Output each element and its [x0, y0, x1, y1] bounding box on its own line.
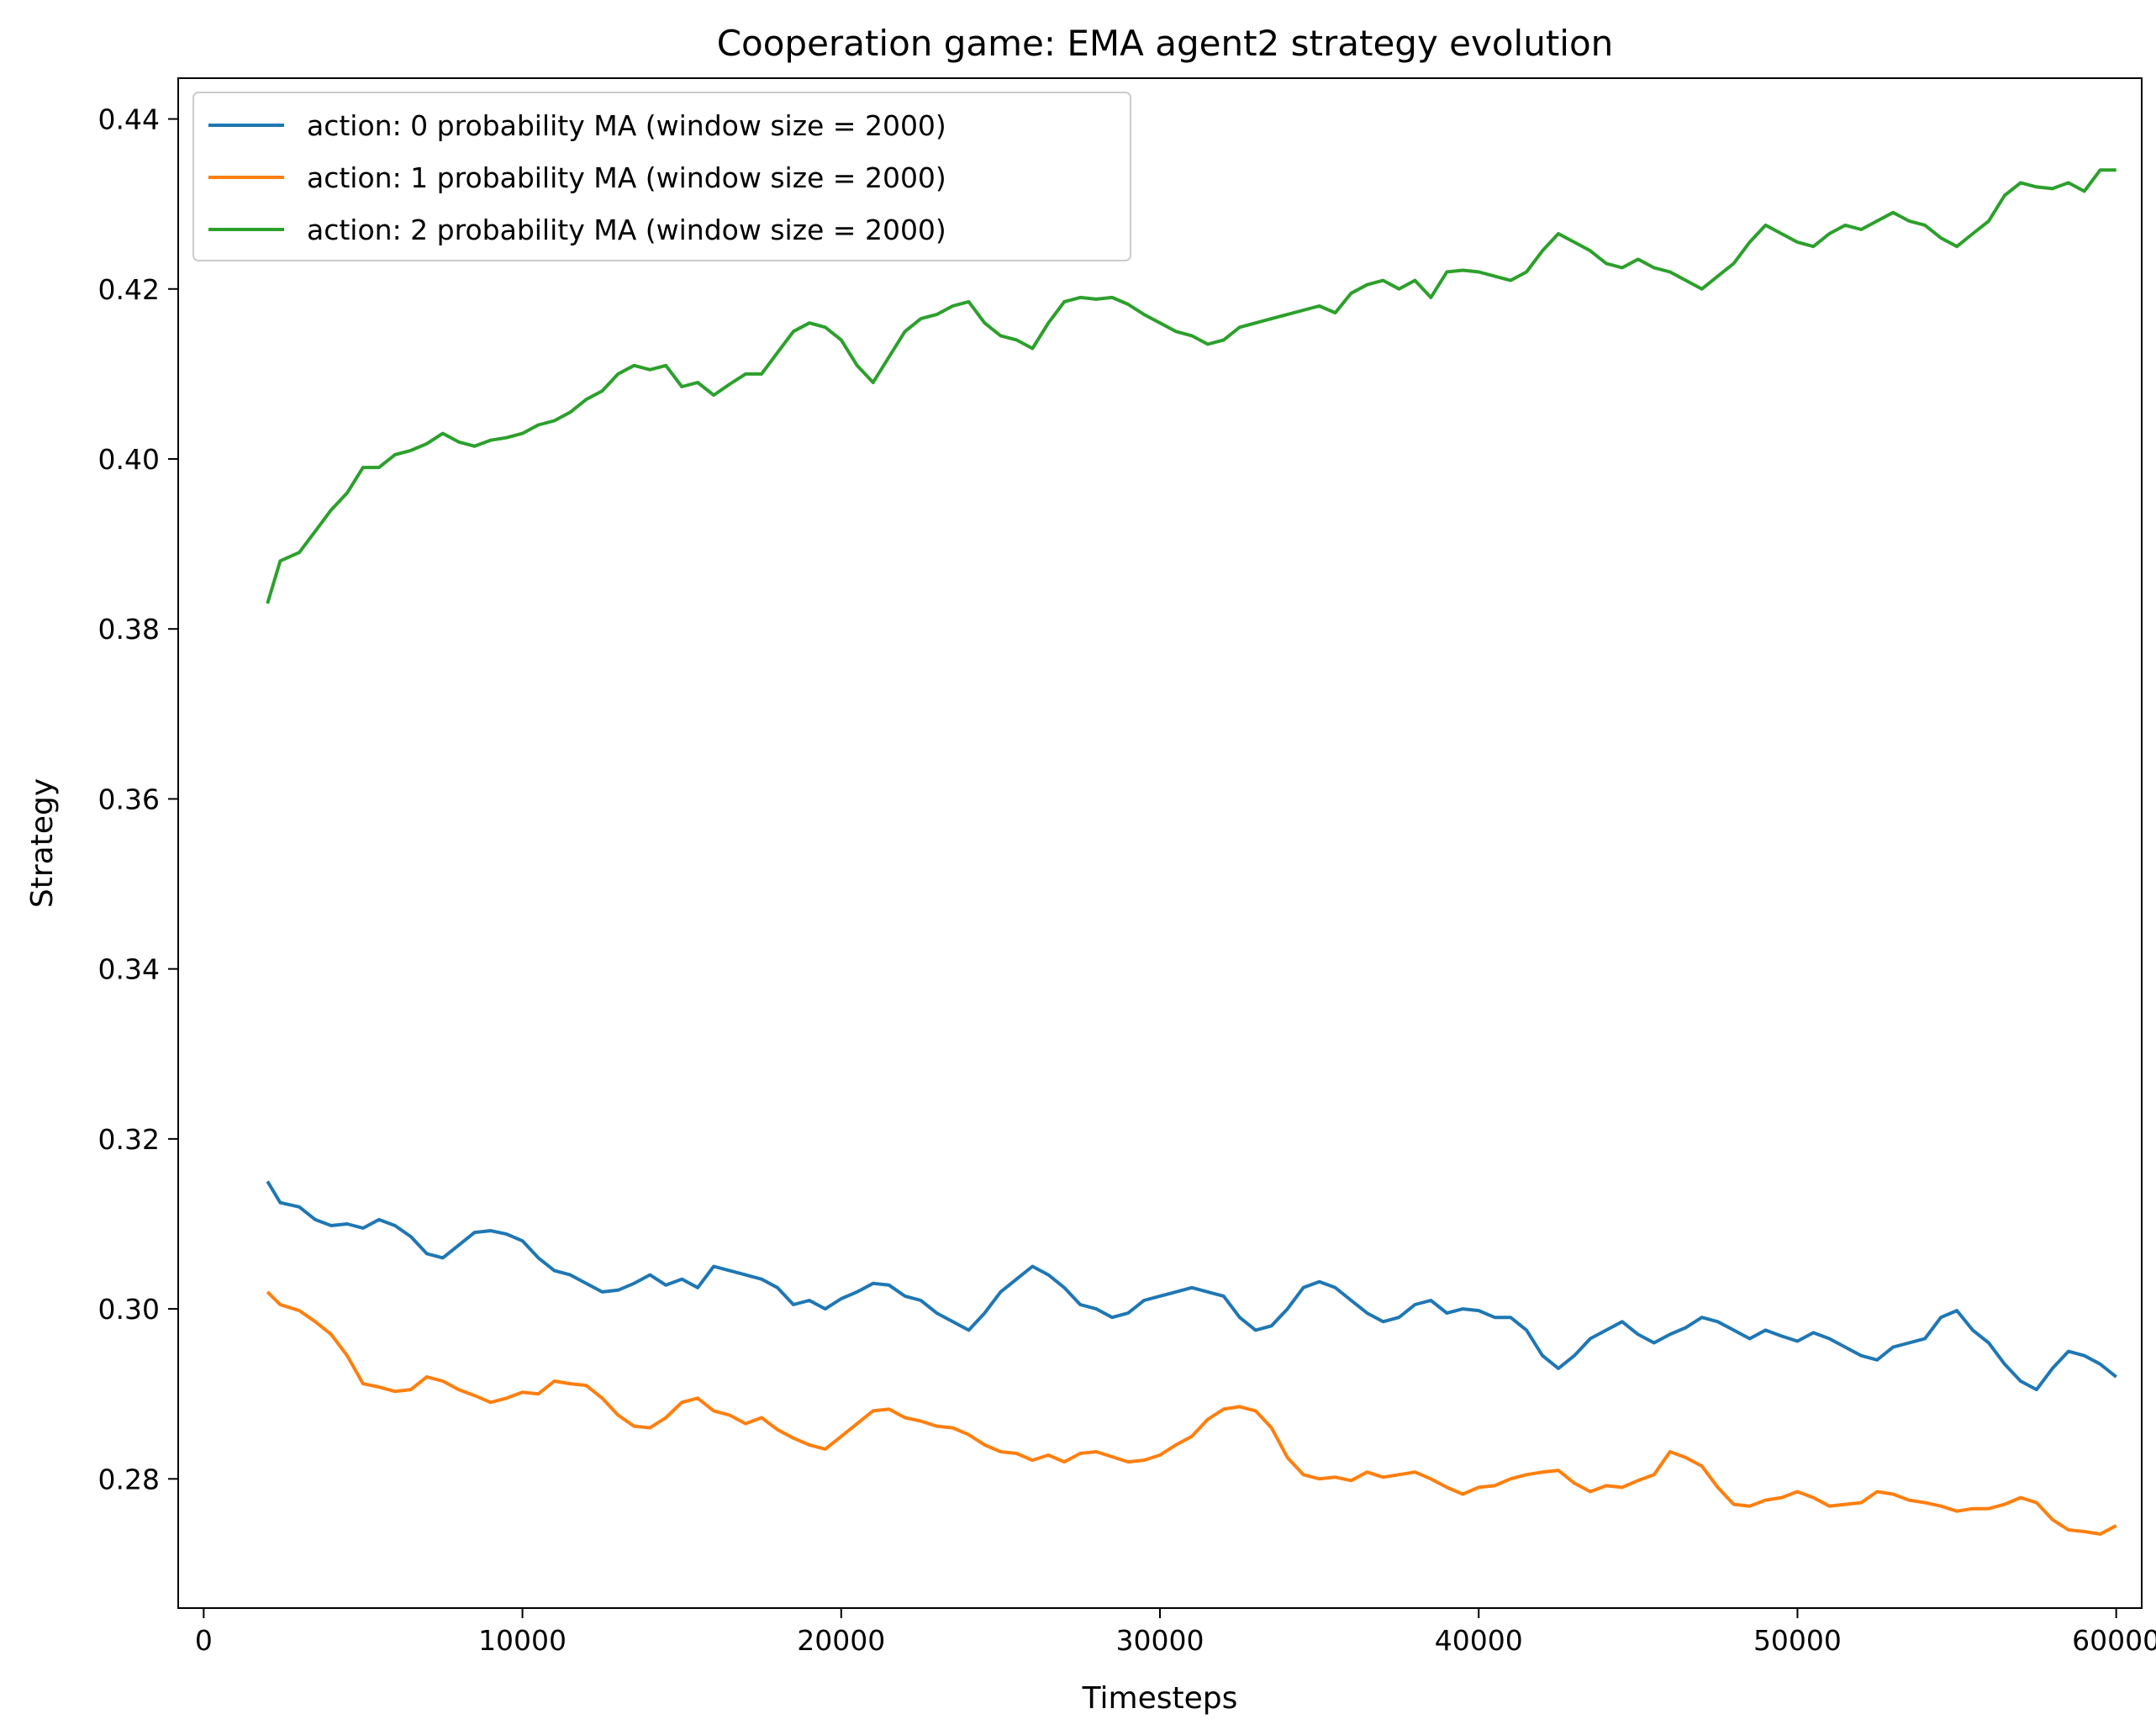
y-tick-label: 0.28: [98, 1463, 160, 1495]
x-axis-label: Timesteps: [1082, 1681, 1238, 1716]
legend-label-action-1: action: 1 probability MA (window size = …: [307, 161, 946, 194]
series-line-action-2: [266, 168, 2116, 604]
y-tick-label: 0.42: [98, 273, 160, 306]
chart-title: Cooperation game: EMA agent2 strategy ev…: [717, 23, 1614, 64]
x-tick-label: 10000: [478, 1624, 567, 1657]
y-tick-label: 0.38: [98, 613, 160, 646]
legend: action: 0 probability MA (window size = …: [192, 92, 1131, 261]
series-line-action-1: [266, 1290, 2117, 1536]
x-tick-label: 30000: [1116, 1624, 1205, 1657]
legend-box: [192, 92, 1131, 261]
x-tick-label: 0: [195, 1624, 213, 1657]
x-tick-label: 40000: [1435, 1624, 1523, 1657]
y-tick-label: 0.44: [98, 103, 160, 136]
y-tick-label: 0.30: [98, 1293, 160, 1326]
y-tick-label: 0.32: [98, 1123, 160, 1156]
y-axis-label: Strategy: [25, 778, 60, 908]
x-axis: 0 10000 20000 30000 40000 50000 60000: [195, 1608, 2156, 1657]
y-tick-label: 0.34: [98, 953, 160, 986]
x-tick-label: 20000: [797, 1624, 885, 1657]
x-tick-label: 60000: [2072, 1624, 2156, 1657]
plot-frame: [177, 77, 2143, 1609]
legend-label-action-2: action: 2 probability MA (window size = …: [307, 214, 946, 246]
legend-label-action-0: action: 0 probability MA (window size = …: [307, 109, 946, 142]
y-tick-label: 0.40: [98, 443, 160, 476]
y-tick-label: 0.36: [98, 783, 160, 815]
y-axis: 0.28 0.30 0.32 0.34 0.36 0.38 0.40 0.42 0.44: [98, 103, 178, 1495]
series-line-action-0: [266, 1180, 2117, 1392]
plot-lines: [266, 168, 2117, 1536]
x-tick-label: 50000: [1753, 1624, 1842, 1657]
